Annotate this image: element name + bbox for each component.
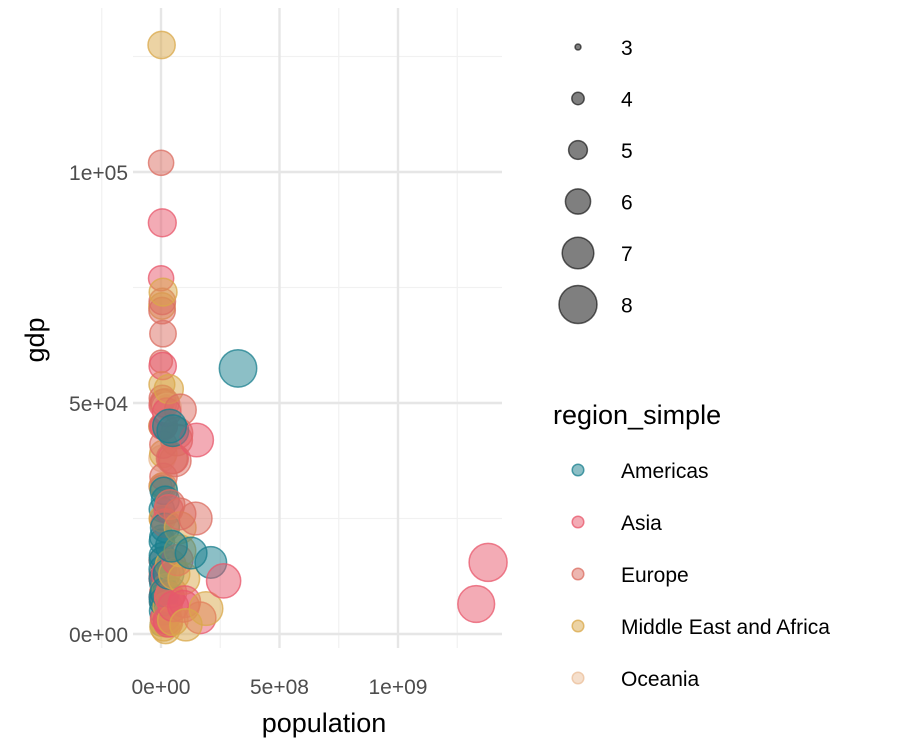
y-tick-label-2: 1e+05 — [69, 162, 128, 185]
size-legend-key-4 — [571, 91, 585, 106]
color-legend-key-europe — [571, 567, 585, 581]
y-tick-labels: 0e+00 5e+04 1e+05 — [69, 162, 128, 647]
size-legend-label-8: 8 — [621, 295, 633, 318]
size-legend-key-3 — [574, 43, 582, 51]
grid-minor — [101, 8, 502, 648]
color-legend-key-oceania — [571, 671, 585, 685]
point-asia-103 — [468, 542, 508, 583]
size-legend-label-6: 6 — [621, 192, 633, 215]
size-legend-key-8 — [558, 284, 598, 325]
color-legend: Americas Asia Europe Middle East and Africa… — [571, 460, 830, 691]
color-legend-key-asia — [571, 515, 585, 529]
y-tick-label-1: 5e+04 — [69, 393, 128, 416]
size-legend-label-3: 3 — [621, 37, 633, 60]
y-axis-title: gdp — [20, 317, 50, 362]
color-legend-title: region_simple — [553, 400, 721, 430]
point-americas-99 — [151, 408, 188, 444]
point-asia-100 — [205, 563, 242, 599]
color-legend-key-middle-east-and-africa — [571, 619, 585, 633]
x-tick-labels: 0e+00 5e+08 1e+09 — [132, 676, 428, 699]
point-asia-46 — [147, 208, 177, 238]
point-asia-101 — [457, 584, 496, 624]
color-legend-key-americas — [571, 463, 585, 477]
point-middle-east-and-africa-44 — [148, 277, 178, 307]
size-legend-label-7: 7 — [621, 243, 633, 266]
size-legend-label-4: 4 — [621, 89, 633, 112]
color-legend-label-europe: Europe — [621, 564, 689, 587]
x-tick-label-1: 5e+08 — [250, 676, 309, 699]
size-legend-key-6 — [564, 188, 592, 215]
point-middle-east-and-africa-34 — [147, 30, 176, 60]
point-europe-12 — [147, 149, 175, 177]
point-americas-102 — [218, 348, 258, 388]
color-legend-label-asia: Asia — [621, 512, 662, 535]
x-tick-label-0: 0e+00 — [132, 676, 191, 699]
point-americas-94 — [154, 529, 188, 563]
size-legend-key-5 — [567, 139, 589, 161]
x-axis-title: population — [262, 708, 387, 738]
x-tick-label-2: 1e+09 — [369, 676, 428, 699]
data-points — [147, 30, 508, 645]
color-legend-label-oceania: Oceania — [621, 668, 700, 691]
size-legend: 3 4 5 6 7 8 — [558, 37, 633, 325]
y-tick-label-0: 0e+00 — [69, 624, 128, 647]
color-legend-label-americas: Americas — [621, 460, 709, 483]
color-legend-label-middle-east-and-africa: Middle East and Africa — [621, 616, 830, 639]
point-europe-96 — [178, 501, 213, 536]
point-middle-east-and-africa-97 — [188, 591, 224, 627]
size-legend-label-5: 5 — [621, 140, 633, 163]
size-legend-key-7 — [561, 236, 595, 270]
